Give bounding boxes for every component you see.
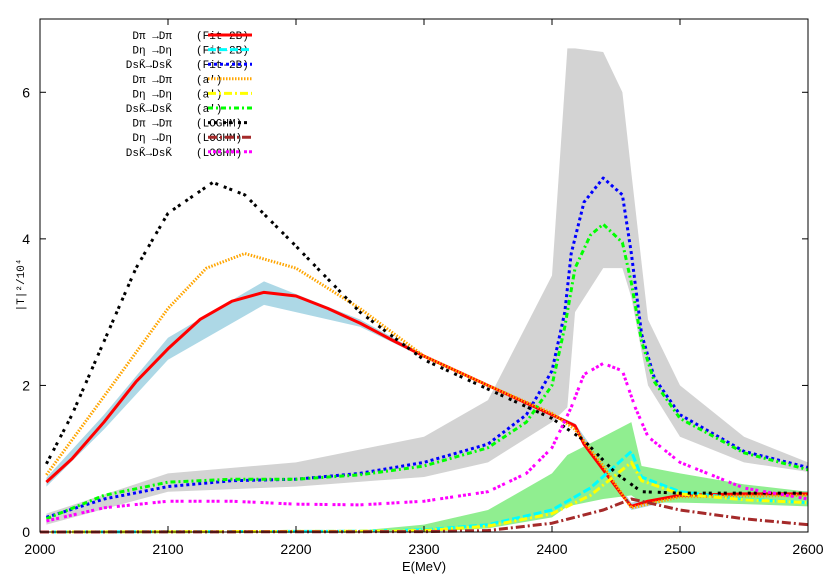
legend-label-reaction: Dπ →Dπ [132,119,172,131]
legend-entry: Dπ →Dπ (Fit-2B) [132,31,252,43]
legend: Dπ →Dπ (Fit-2B) Dη →Dη (Fit-2B) DsK̄→DsK̄ (Fi… [126,31,252,160]
legend-label-model: (a′) [196,75,222,87]
y-tick-label: 6 [22,84,30,100]
legend-label-model: (Fit-2B) [196,60,249,72]
x-tick-label: 2200 [280,541,311,557]
legend-label-reaction: Dη →Dη [132,89,172,101]
legend-label-reaction: Dη →Dη [132,133,172,145]
legend-label-model: (a′) [196,104,222,116]
legend-entry: DsK̄→DsK̄ (Fit-2B) [126,59,252,72]
legend-entry: DsK̄→DsK̄ (a′) [126,103,252,116]
axis-ticks: 2000 2100 2200 2300 2400 2500 2600 0 2 4 6 [22,19,824,557]
series-line-6 [45,180,808,495]
series-line-4 [39,460,809,534]
x-tick-label: 2000 [24,541,55,557]
legend-label-model: (Fit-2B) [196,31,249,43]
legend-label-model: (LOGHM) [196,133,242,145]
x-tick-label: 2600 [792,541,823,557]
y-axis-label: |T|²/10⁴ [16,259,28,312]
legend-label-model: (a′) [196,89,222,101]
legend-label-reaction: DsK̄→DsK̄ [126,103,173,116]
legend-entry: DsK̄→DsK̄ (LOGHM) [126,147,252,160]
legend-entry: Dπ →Dπ (LOGHM) [132,119,252,131]
y-tick-label: 2 [22,377,30,393]
error-band-2 [360,422,808,532]
error-band-0 [46,48,808,525]
legend-entry: Dπ →Dπ (a′) [132,75,252,87]
series-line-5 [45,222,809,521]
series-line-3 [45,252,809,510]
legend-label-model: (LOGHM) [196,148,242,160]
x-tick-label: 2400 [536,541,567,557]
legend-entry: Dη →Dη (a′) [132,89,252,101]
legend-label-reaction: DsK̄→DsK̄ [126,147,173,160]
legend-label-reaction: DsK̄→DsK̄ [126,59,173,72]
legend-label-reaction: Dπ →Dπ [132,31,172,43]
x-axis-label: E(MeV) [402,559,446,574]
legend-label-model: (LOGHM) [196,119,242,131]
legend-entry: Dη →Dη (LOGHM) [132,133,252,145]
legend-label-model: (Fit-2B) [196,46,249,58]
legend-entry: Dη →Dη (Fit-2B) [132,46,252,58]
legend-label-reaction: Dη →Dη [132,46,172,58]
y-tick-label: 4 [22,231,30,247]
series-lines [39,176,809,534]
series-line-7 [39,497,809,534]
legend-label-reaction: Dπ →Dπ [132,75,172,87]
y-tick-label: 0 [22,524,30,540]
x-tick-label: 2300 [408,541,439,557]
x-tick-label: 2500 [664,541,695,557]
x-tick-label: 2100 [152,541,183,557]
series-line-8 [46,361,809,523]
error-bands [46,48,808,532]
